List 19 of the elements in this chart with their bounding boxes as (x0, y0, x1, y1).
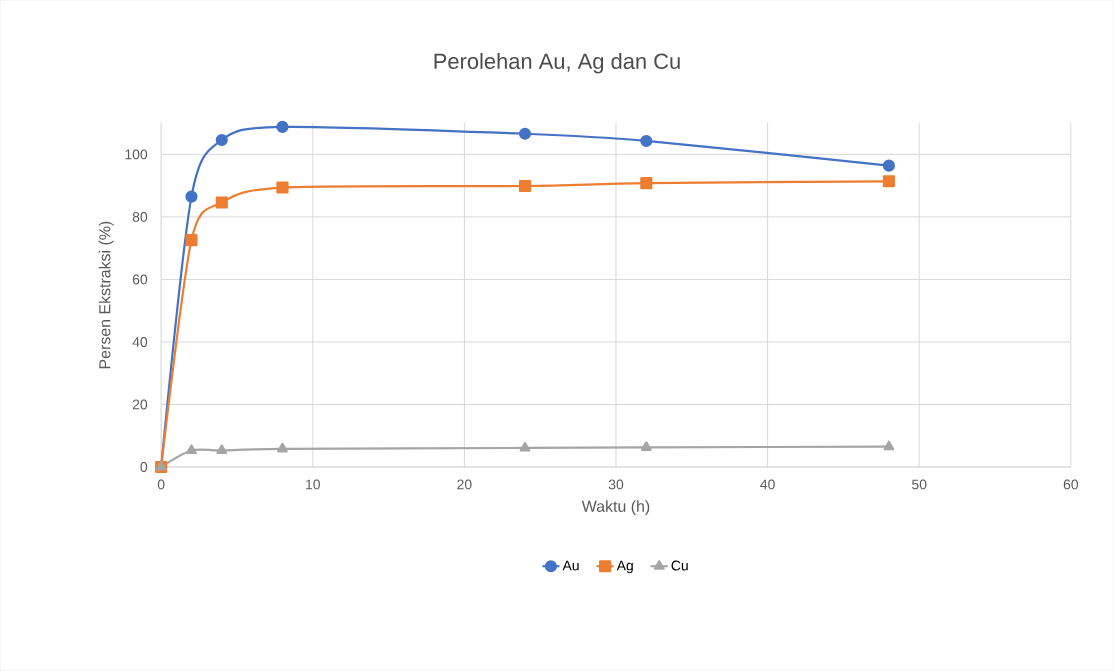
y-tick-label: 40 (132, 336, 148, 347)
y-tick-label: 0 (140, 462, 148, 472)
x-tick-label: 0 (157, 479, 165, 490)
x-tick-label: 50 (912, 479, 927, 490)
x-tick-label: 30 (608, 479, 624, 490)
y-tick-label: 20 (132, 399, 148, 410)
legend-label: Ag (616, 560, 633, 574)
y-tick-label: 80 (132, 211, 148, 222)
legend-label: Cu (671, 560, 688, 571)
y-tick-label: 100 (125, 149, 148, 160)
x-tick-label: 20 (457, 479, 472, 490)
y-axis-title: Persen Ekstraksi (%) (98, 221, 114, 369)
y-tick-label: 60 (132, 274, 148, 285)
x-axis-title: Waktu (h) (581, 500, 650, 515)
x-tick-label: 60 (1063, 479, 1079, 490)
x-tick-label: 40 (760, 479, 775, 490)
legend-label: Au (562, 560, 579, 571)
x-tick-label: 10 (306, 479, 320, 490)
chart-title: Perolehan Au, Ag dan Cu (434, 52, 680, 74)
